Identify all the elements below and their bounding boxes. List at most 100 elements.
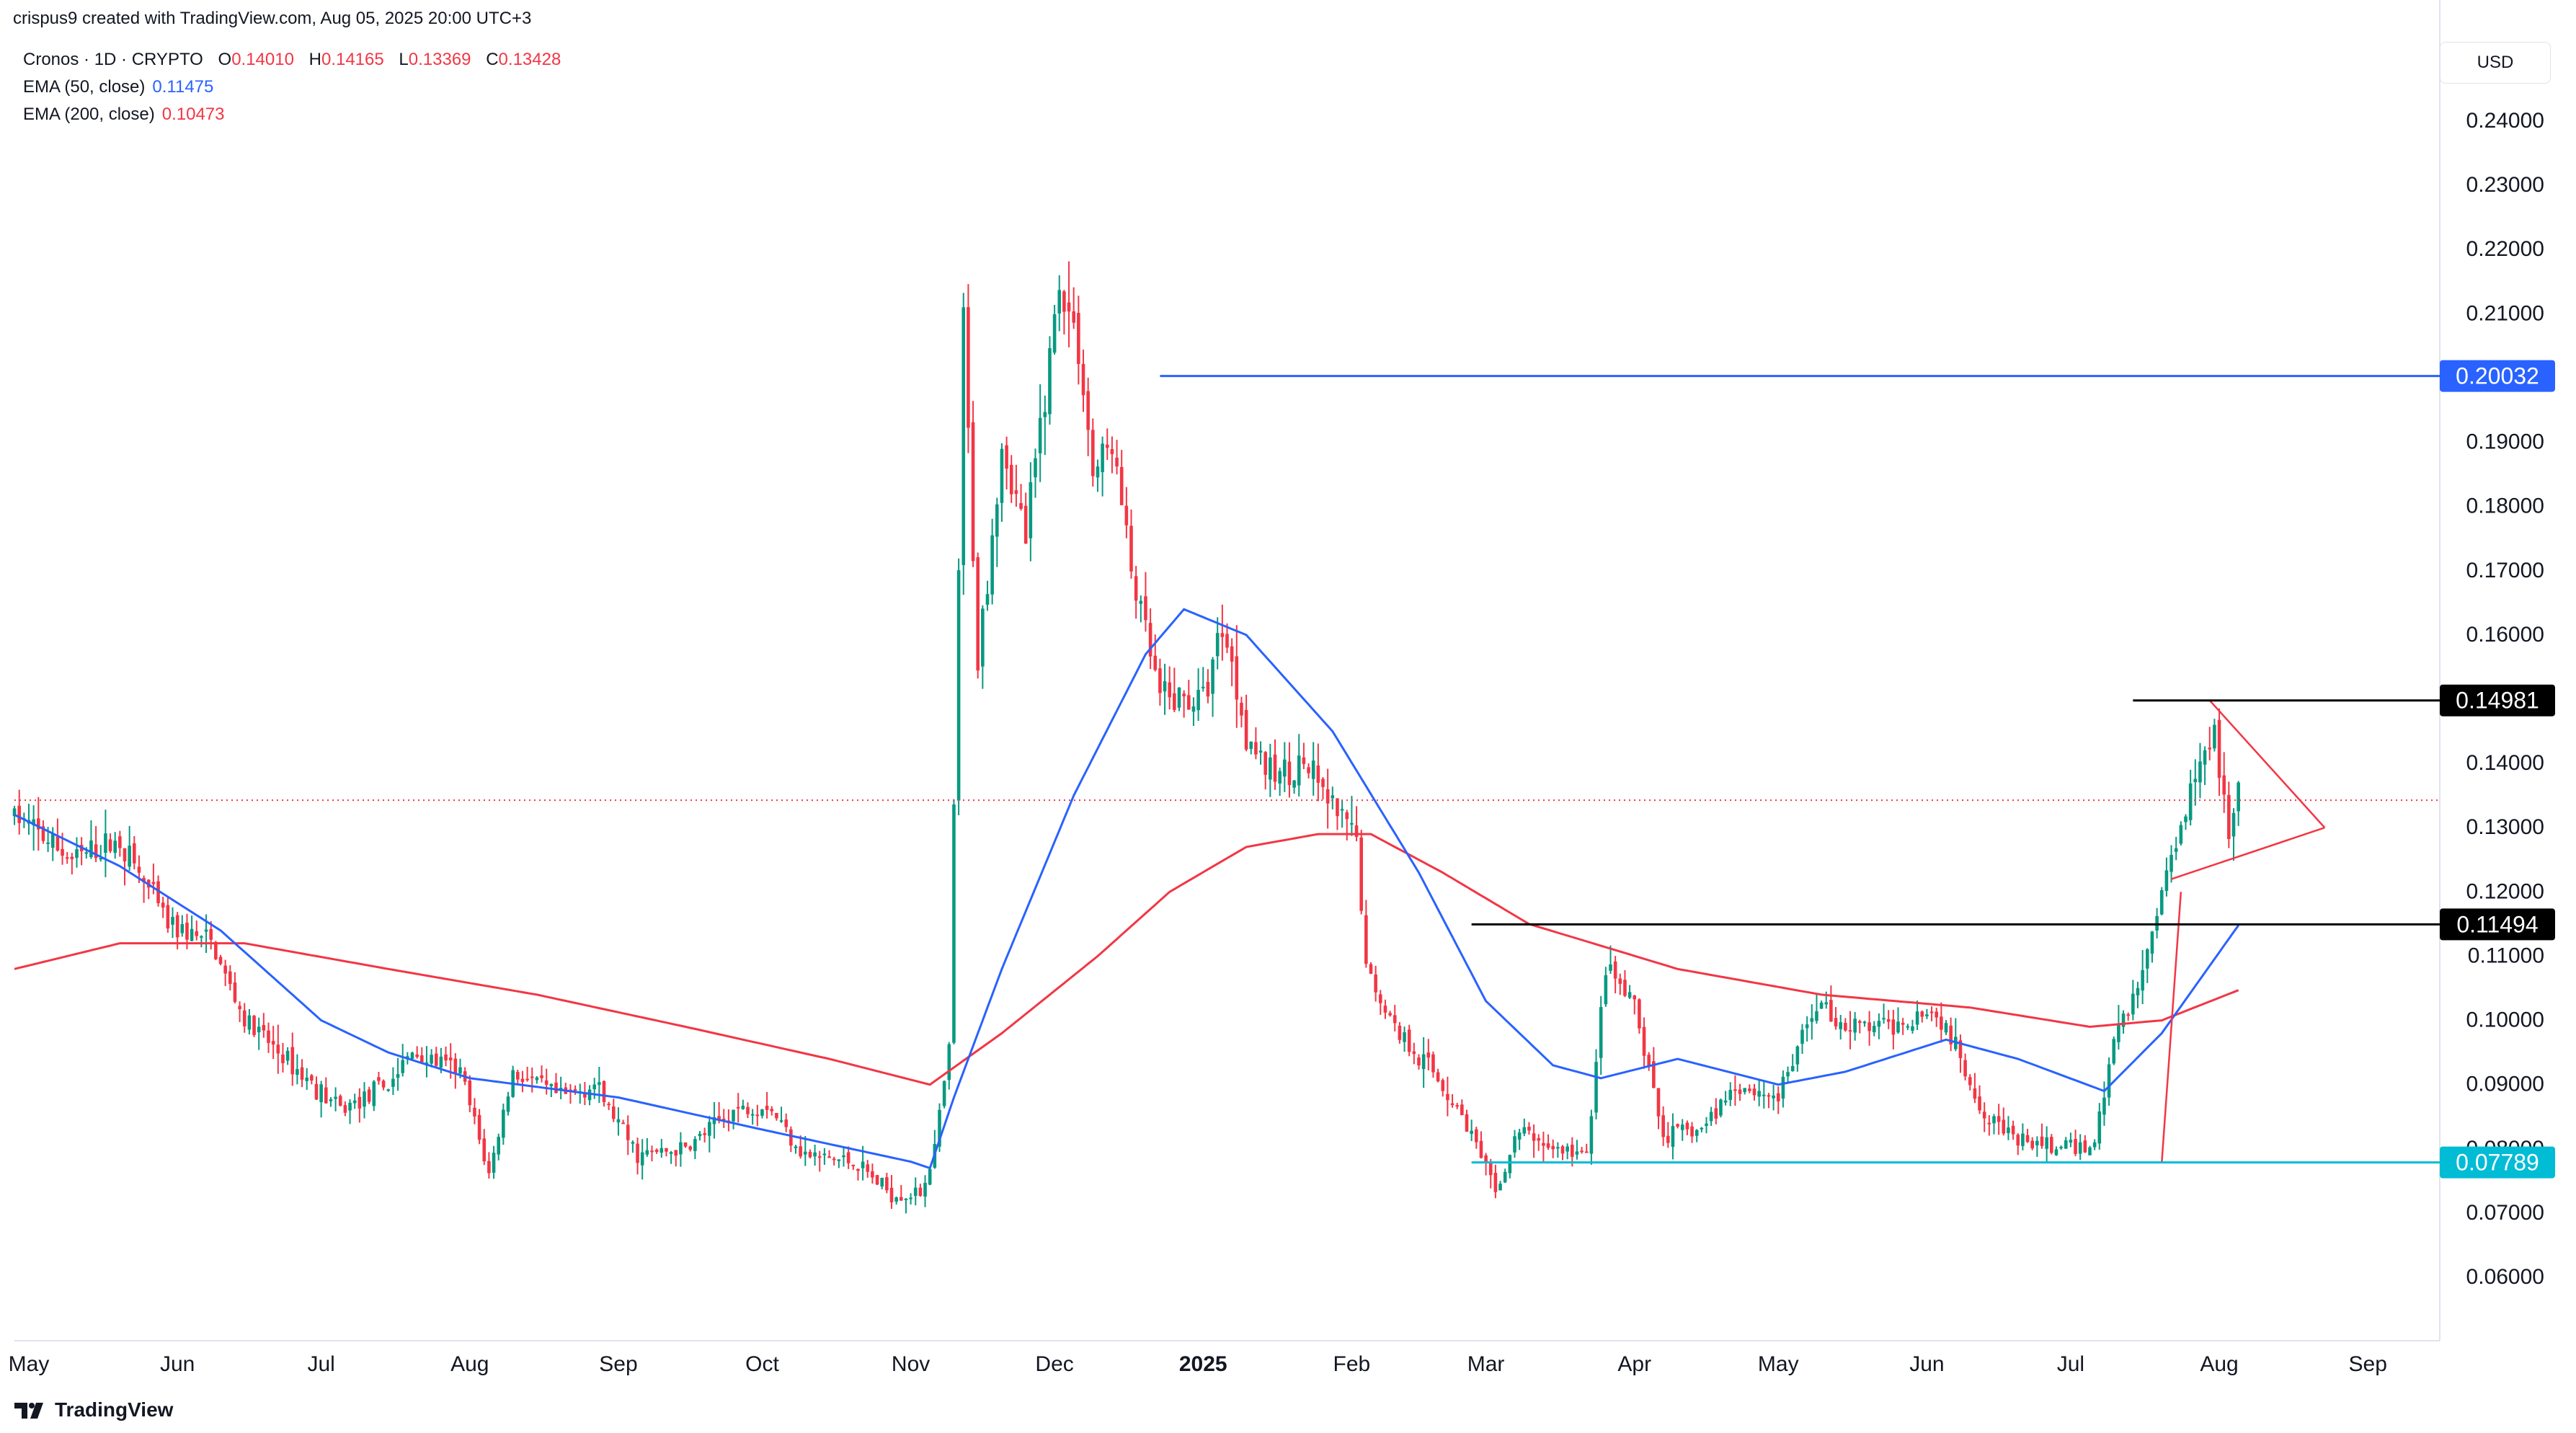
candle-body	[1690, 1126, 1694, 1137]
candle-body	[822, 1153, 827, 1155]
time-axis: May Jun Jul Aug Sep Oct Nov Dec 2025 Feb Mar Apr May…	[9, 1352, 2387, 1376]
candle-body	[1901, 1023, 1905, 1025]
candle-body	[1379, 994, 1382, 1003]
candle-body	[46, 842, 50, 844]
candle-body	[1331, 795, 1335, 799]
candle-body	[900, 1197, 903, 1201]
candle-body	[444, 1054, 448, 1061]
candle-body	[1273, 754, 1277, 782]
candle-body	[2217, 719, 2221, 778]
candle-body	[1225, 634, 1229, 648]
candle-body	[967, 307, 970, 428]
price-tick-label: 0.09000	[2466, 1073, 2544, 1096]
candle-body	[1283, 759, 1287, 777]
candle-body	[1571, 1145, 1574, 1157]
candle-body	[1949, 1025, 1953, 1044]
candle-body	[669, 1152, 673, 1154]
candle-body	[1700, 1127, 1704, 1130]
legend-ema200-row[interactable]: EMA (200, close) 0.10473	[23, 101, 561, 128]
candle-body	[804, 1151, 807, 1155]
candle-body	[200, 936, 203, 938]
candle-body	[161, 902, 165, 908]
candle-body	[1542, 1143, 1545, 1146]
candle-body	[1896, 1021, 1900, 1033]
candle-body	[1129, 525, 1133, 572]
candle-body	[1359, 837, 1363, 911]
candle-body	[1148, 623, 1152, 657]
candle-body	[1311, 760, 1315, 779]
candle-body	[1421, 1054, 1426, 1070]
candle-body	[2074, 1139, 2077, 1154]
candle-body	[94, 844, 98, 859]
legend-ema50-row[interactable]: EMA (50, close) 0.11475	[23, 74, 561, 101]
candle-body	[1325, 789, 1330, 804]
candle-body	[204, 929, 208, 932]
candle-body	[151, 882, 156, 884]
candle-body	[1249, 741, 1253, 749]
candle-body	[573, 1089, 577, 1091]
candle-body	[2150, 931, 2154, 954]
candle-body	[875, 1175, 879, 1185]
ema200-line	[14, 833, 2239, 1086]
candle-body	[1613, 961, 1617, 979]
candle-body	[2136, 988, 2140, 995]
level-price-label: 0.14981	[2456, 688, 2539, 714]
candle-body	[352, 1100, 357, 1104]
candle-body	[947, 1044, 951, 1081]
candle-body	[1661, 1115, 1665, 1137]
candle-body	[1057, 290, 1062, 314]
price-tick-label: 0.11000	[2468, 944, 2544, 967]
candle-body	[242, 1010, 247, 1026]
candle-body	[1839, 1022, 1842, 1029]
candle-body	[799, 1146, 802, 1157]
creator-caption: crispus9 created with TradingView.com, A…	[13, 9, 532, 28]
candle-body	[1886, 1019, 1891, 1022]
candle-body	[535, 1077, 539, 1081]
candle-body	[1215, 633, 1220, 657]
ema200-value: 0.10473	[161, 105, 225, 124]
candle-body	[525, 1078, 529, 1081]
candle-body	[1101, 443, 1104, 472]
candle-body	[1584, 1151, 1589, 1153]
candle-body	[2064, 1140, 2068, 1149]
candle-body	[717, 1116, 721, 1121]
candle-body	[1460, 1104, 1464, 1115]
candle-body	[281, 1054, 285, 1063]
candle-body	[1398, 1026, 1402, 1040]
candle-body	[1436, 1072, 1440, 1082]
candle-body	[1187, 695, 1191, 710]
candle-body	[310, 1075, 314, 1081]
candle-body	[583, 1093, 587, 1098]
tradingview-logo[interactable]: TradingView	[14, 1398, 173, 1421]
symbol-name[interactable]: Cronos · 1D · CRYPTO	[23, 50, 203, 69]
candle-body	[482, 1138, 487, 1162]
candle-body	[755, 1114, 760, 1117]
candle-body	[1982, 1112, 1986, 1119]
candle-body	[612, 1106, 616, 1119]
candle-body	[626, 1124, 630, 1140]
candle-body	[257, 1026, 261, 1033]
candle-body	[123, 848, 127, 862]
price-tick-label: 0.19000	[2466, 430, 2544, 454]
candle-body	[654, 1149, 659, 1153]
candle-body	[348, 1102, 352, 1111]
candle-body	[1388, 1013, 1392, 1016]
candle-body	[894, 1197, 898, 1202]
candle-body	[1532, 1133, 1536, 1141]
time-tick-label: Apr	[1617, 1352, 1651, 1376]
candle-body	[70, 856, 74, 859]
candle-body	[817, 1156, 822, 1158]
candle-body	[1014, 490, 1018, 494]
candle-body	[1695, 1130, 1699, 1136]
candle-body	[1144, 596, 1147, 621]
candle-body	[41, 826, 45, 841]
candle-body	[329, 1099, 333, 1101]
candle-body	[842, 1155, 845, 1158]
level-price-tag	[2440, 1146, 2555, 1179]
candle-body	[75, 849, 79, 859]
candle-body	[1604, 975, 1608, 1005]
candle-body	[1465, 1114, 1469, 1132]
candle-body	[2159, 890, 2164, 915]
candle-body	[813, 1152, 817, 1157]
